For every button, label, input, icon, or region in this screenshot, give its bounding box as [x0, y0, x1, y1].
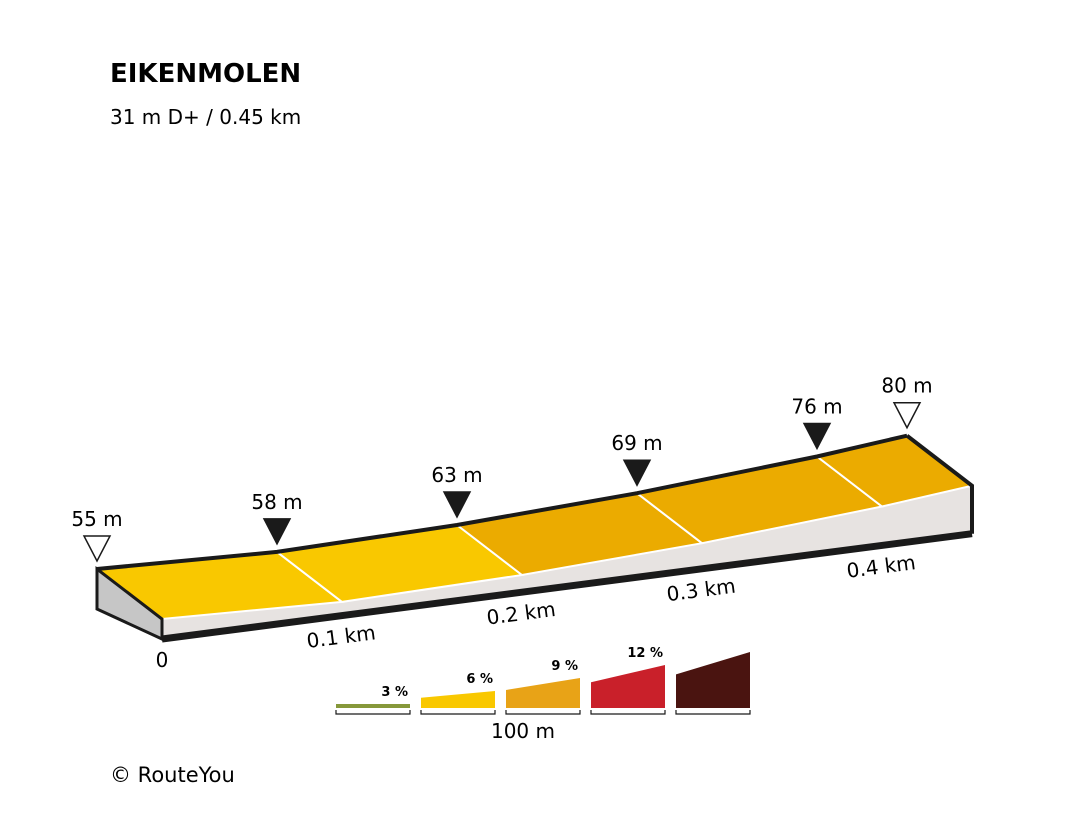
legend-swatch	[506, 678, 580, 708]
legend-bracket	[590, 710, 666, 715]
legend-bracket	[335, 710, 411, 715]
elevation-label: 58 m	[251, 490, 302, 514]
distance-tick-label: 0.2 km	[485, 597, 557, 630]
elevation-marker	[442, 491, 472, 519]
elevation-marker	[892, 401, 922, 430]
legend-swatch	[336, 704, 410, 708]
legend-label: 9 %	[551, 659, 578, 674]
elevation-marker	[622, 459, 652, 487]
distance-tick-label: 0.3 km	[665, 573, 737, 606]
profile-3d	[94, 433, 975, 643]
distance-tick-label: 0	[156, 648, 169, 672]
legend-label: 6 %	[466, 672, 493, 687]
elevation-marker	[262, 518, 292, 546]
legend-bracket	[420, 710, 496, 715]
end-edge	[905, 434, 974, 534]
legend-bracket	[675, 710, 751, 715]
elevation-marker	[802, 422, 832, 451]
elevation-label: 80 m	[881, 374, 932, 398]
elevation-label: 55 m	[71, 507, 122, 531]
distance-tick-label: 0.1 km	[305, 620, 377, 653]
distance-tick-label: 0.4 km	[845, 550, 917, 583]
elevation-label: 63 m	[431, 463, 482, 487]
legend-label: 12 %	[627, 646, 663, 661]
chart-subtitle: 31 m D+ / 0.45 km	[110, 105, 301, 129]
credit-text: © RouteYou	[110, 763, 235, 787]
legend-swatch	[676, 652, 750, 708]
elevation-markers: 55 m 58 m 63 m 69 m 76 m 80 m	[71, 374, 933, 563]
legend-scale-label: 100 m	[491, 719, 555, 743]
legend-bracket	[505, 710, 581, 715]
chart-title: EIKENMOLEN	[110, 59, 301, 89]
base-stripe	[161, 530, 973, 643]
legend-swatch	[421, 691, 495, 708]
side-wall	[162, 485, 972, 639]
ridge-line	[96, 433, 908, 571]
elevation-label: 76 m	[791, 395, 842, 419]
legend-swatch	[591, 665, 665, 708]
elevation-marker	[82, 535, 112, 563]
elevation-label: 69 m	[611, 431, 662, 455]
gradient-legend: 3 % 6 % 9 % 12 % 100 m	[335, 646, 751, 743]
legend-label: 3 %	[381, 685, 408, 700]
